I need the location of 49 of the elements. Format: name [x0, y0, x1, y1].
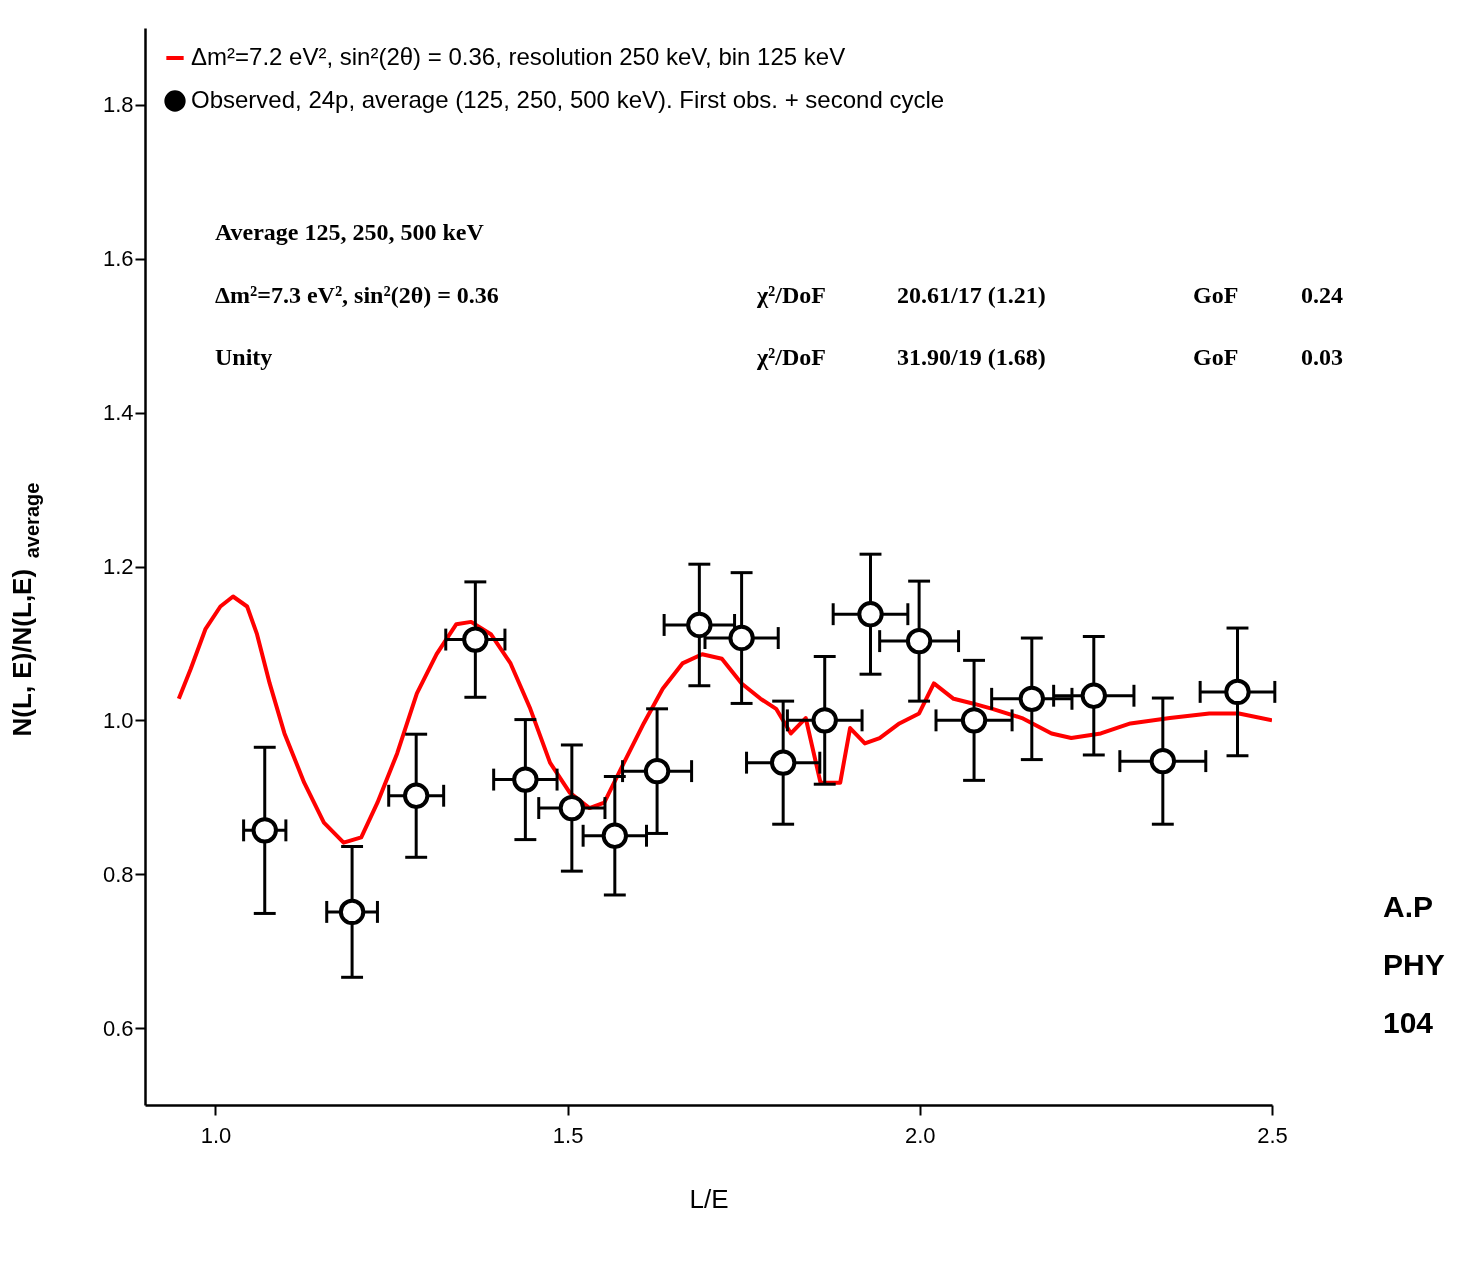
point — [960, 707, 988, 734]
point — [1080, 682, 1107, 709]
x-tick-label: 1.5 — [552, 1122, 584, 1148]
legend-label: Observed, 24p, average (125, 250, 500 keV). First obs. + second cycle — [191, 86, 945, 113]
point — [643, 757, 671, 785]
point — [403, 782, 430, 809]
y-tick-label: 0.8 — [102, 861, 134, 887]
point — [811, 707, 838, 734]
point — [728, 624, 755, 652]
text: 0.24 — [1301, 282, 1343, 308]
y-tick-label: 1.8 — [102, 92, 134, 118]
x-tick-label: 2.0 — [905, 1122, 936, 1148]
annotation: 20.61/17 (1.21) — [897, 282, 1046, 308]
annotation: Average 125, 250, 500 keV — [215, 219, 485, 245]
text: 104 — [1383, 1006, 1434, 1039]
x-tick-label: 2.5 — [1257, 1122, 1288, 1148]
y-tick-label: 1.0 — [102, 707, 134, 733]
line-series — [176, 594, 1272, 845]
y-axis-title: N(L, E)/N(L,E)average — [7, 482, 43, 737]
point — [905, 627, 933, 655]
point — [1018, 685, 1045, 712]
y-tick-label: 1.6 — [102, 246, 134, 272]
text: A.P — [1383, 890, 1434, 923]
point — [462, 626, 489, 653]
y-tick-label: 0.6 — [102, 1015, 134, 1041]
annotation: Δm²=7.3 eV², sin²(2θ) = 0.36 — [215, 282, 499, 308]
annotation: χ²/DoF — [756, 282, 826, 308]
annotation: χ²/DoF — [756, 344, 826, 370]
annotation: 31.90/19 (1.68) — [897, 344, 1046, 370]
point — [601, 822, 628, 849]
annotation: GoF — [1193, 282, 1239, 308]
x-axis-title: L/E — [689, 1183, 729, 1214]
text: 0.03 — [1301, 344, 1343, 370]
x-tick-label: 1.0 — [200, 1122, 232, 1148]
point — [1224, 678, 1251, 706]
point — [338, 898, 366, 926]
point — [512, 766, 539, 793]
legend-label: Δm²=7.2 eV², sin²(2θ) = 0.36, resolution 250 keV, bin 125 keV — [191, 43, 846, 70]
y-tick-label: 1.4 — [102, 400, 134, 426]
point — [686, 611, 713, 639]
point — [251, 817, 278, 844]
annotation: Unity — [215, 344, 273, 370]
point — [558, 794, 586, 822]
point — [857, 601, 884, 628]
point — [769, 749, 797, 776]
text: PHY — [1383, 948, 1445, 981]
y-tick-label: 1.2 — [102, 554, 134, 579]
annotation: GoF — [1193, 344, 1239, 370]
point — [1149, 747, 1176, 775]
